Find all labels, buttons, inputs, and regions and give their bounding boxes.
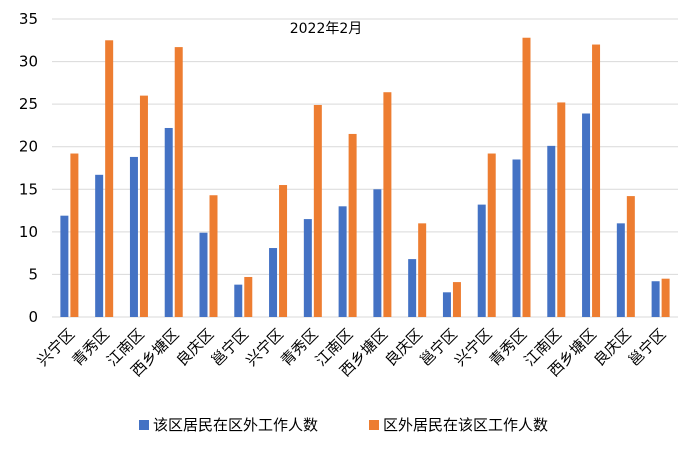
bar-series-2 bbox=[522, 37, 531, 317]
bar-series-1 bbox=[129, 156, 138, 317]
bar-series-1 bbox=[303, 219, 312, 317]
bar-series-1 bbox=[60, 215, 69, 317]
bar-series-2 bbox=[383, 92, 392, 317]
bar-series-1 bbox=[582, 113, 591, 317]
bar-series-1 bbox=[616, 223, 625, 317]
legend-swatch-series-1 bbox=[139, 420, 149, 430]
x-category-label: 邕宁区 bbox=[208, 325, 253, 370]
bar-series-2 bbox=[592, 44, 601, 318]
y-tick-label: 15 bbox=[19, 180, 38, 198]
bar-series-1 bbox=[477, 204, 486, 317]
x-category-label: 青秀区 bbox=[277, 325, 322, 370]
bar-series-2 bbox=[661, 278, 670, 317]
y-tick-label: 0 bbox=[28, 308, 38, 326]
bar-series-1 bbox=[373, 189, 382, 317]
x-category-label: 邕宁区 bbox=[416, 325, 461, 370]
bar-series-2 bbox=[139, 95, 148, 317]
x-category-label: 青秀区 bbox=[486, 325, 531, 370]
bar-series-2 bbox=[348, 133, 357, 317]
bar-series-2 bbox=[557, 102, 566, 317]
x-axis-labels: 兴宁区青秀区江南区西乡塘区良庆区邕宁区兴宁区青秀区江南区西乡塘区良庆区邕宁区兴宁… bbox=[34, 325, 670, 380]
x-category-label: 兴宁区 bbox=[34, 325, 79, 370]
x-category-label: 兴宁区 bbox=[242, 325, 287, 370]
bar-series-1 bbox=[338, 206, 347, 317]
y-tick-label: 30 bbox=[19, 53, 38, 71]
y-tick-label: 25 bbox=[19, 95, 38, 113]
bar-series-2 bbox=[70, 153, 79, 317]
y-tick-label: 35 bbox=[19, 10, 38, 28]
x-category-label: 良庆区 bbox=[590, 325, 635, 370]
bar-series-2 bbox=[626, 196, 635, 317]
legend-swatch-series-2 bbox=[369, 420, 379, 430]
bar-series-2 bbox=[487, 153, 496, 317]
bar-series-1 bbox=[269, 248, 278, 317]
bar-series-1 bbox=[547, 145, 556, 317]
bar-series-2 bbox=[313, 104, 322, 317]
bar-series-1 bbox=[442, 292, 451, 317]
bar-series-1 bbox=[199, 232, 208, 317]
bar-series-2 bbox=[105, 40, 114, 318]
bar-series-1 bbox=[234, 284, 243, 317]
bar-series-2 bbox=[452, 282, 461, 317]
y-tick-label: 10 bbox=[19, 223, 38, 241]
gridlines bbox=[52, 18, 678, 318]
legend: 该区居民在区外工作人数 区外居民在该区工作人数 bbox=[139, 416, 548, 434]
bar-series-1 bbox=[651, 281, 660, 317]
bar-series-2 bbox=[279, 185, 288, 317]
y-tick-label: 5 bbox=[28, 265, 38, 283]
x-category-label: 青秀区 bbox=[68, 325, 113, 370]
bar-series-1 bbox=[95, 174, 104, 317]
bar-series-2 bbox=[244, 276, 253, 317]
chart-title: 2022年2月 bbox=[290, 21, 363, 37]
bar-series-1 bbox=[408, 259, 417, 317]
legend-label-series-1: 该区居民在区外工作人数 bbox=[153, 416, 318, 434]
legend-label-series-2: 区外居民在该区工作人数 bbox=[383, 416, 548, 434]
y-axis-ticks: 0 5 10 15 20 25 30 35 bbox=[19, 10, 38, 326]
x-category-label: 良庆区 bbox=[381, 325, 426, 370]
bar-series-2 bbox=[174, 47, 183, 318]
y-tick-label: 20 bbox=[19, 138, 38, 156]
bars bbox=[60, 37, 670, 318]
x-category-label: 兴宁区 bbox=[451, 325, 496, 370]
x-category-label: 良庆区 bbox=[173, 325, 218, 370]
x-category-label: 邕宁区 bbox=[625, 325, 670, 370]
bar-series-2 bbox=[418, 223, 427, 317]
bar-series-1 bbox=[512, 159, 521, 317]
bar-series-2 bbox=[209, 195, 218, 317]
bar-series-1 bbox=[164, 127, 173, 318]
